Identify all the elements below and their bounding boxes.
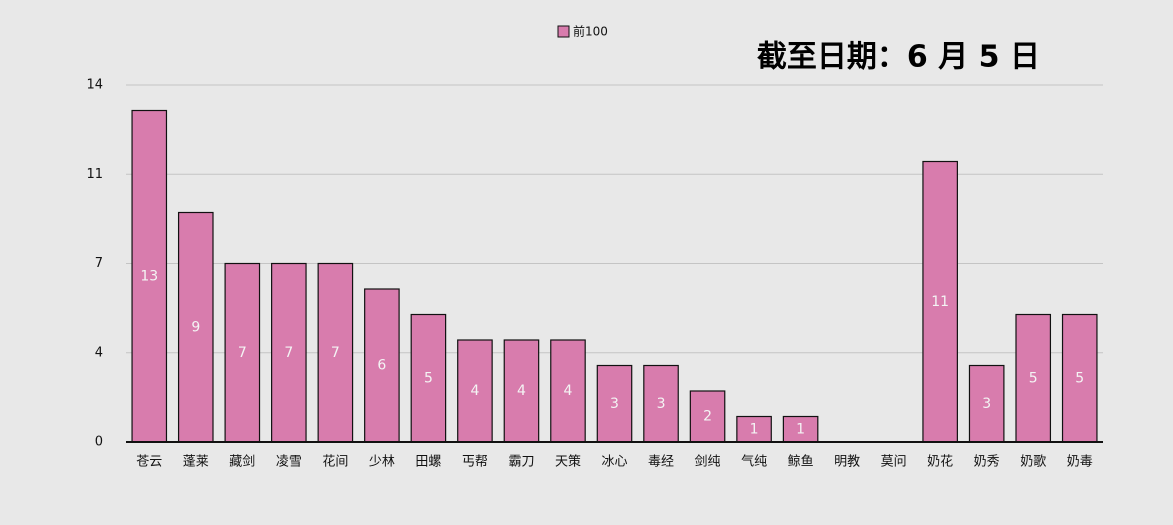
- x-tick-label: 田螺: [415, 455, 441, 470]
- value-label: 5: [1029, 370, 1038, 386]
- x-tick-label: 鲸鱼: [788, 454, 814, 470]
- value-label: 3: [610, 396, 619, 412]
- y-tick-label: 4: [95, 345, 103, 360]
- x-tick-label: 莫问: [881, 455, 907, 470]
- y-tick-label: 7: [95, 256, 103, 271]
- x-tick-label: 毒经: [648, 455, 674, 470]
- value-label: 7: [238, 345, 247, 361]
- x-tick-label: 天策: [555, 454, 581, 470]
- bar: [457, 339, 493, 443]
- value-label: 5: [1075, 370, 1084, 386]
- value-label: 3: [657, 396, 666, 412]
- x-tick-label: 气纯: [741, 454, 767, 470]
- bar: [1061, 313, 1098, 443]
- bar: [782, 415, 819, 443]
- legend-swatch: [557, 25, 570, 38]
- bar: [550, 339, 586, 443]
- value-label: 6: [377, 358, 386, 374]
- value-label: 7: [331, 345, 340, 361]
- x-tick-label: 蓬莱: [183, 455, 209, 470]
- bar: [503, 339, 540, 443]
- x-tick-label: 奶歌: [1020, 455, 1046, 470]
- value-label: 4: [564, 383, 573, 399]
- bar: [689, 390, 726, 443]
- x-tick-label: 苍云: [136, 455, 162, 470]
- value-label: 13: [140, 268, 158, 284]
- bar: [364, 288, 400, 443]
- y-tick-label: 14: [86, 78, 103, 93]
- x-tick-label: 凌雪: [276, 455, 302, 470]
- x-tick-label: 明教: [834, 454, 860, 470]
- bar: [271, 262, 307, 443]
- x-tick-label: 冰心: [601, 455, 627, 470]
- value-label: 2: [703, 409, 712, 425]
- x-tick-label: 丐帮: [462, 455, 488, 470]
- bar: [596, 364, 633, 443]
- value-label: 3: [982, 396, 991, 412]
- value-label: 1: [796, 421, 805, 437]
- bar: [131, 109, 168, 443]
- x-tick-label: 奶秀: [974, 455, 1000, 470]
- value-label: 9: [191, 319, 200, 335]
- value-label: 4: [517, 383, 526, 399]
- date-annotation: 截至日期：6 月 5 日: [757, 40, 1040, 75]
- bar: [410, 313, 447, 443]
- x-tick-label: 霸刀: [508, 455, 534, 470]
- legend-label: 前100: [573, 24, 608, 39]
- bar: [922, 160, 958, 443]
- x-tick-label: 奶花: [927, 454, 953, 470]
- value-label: 7: [284, 345, 293, 361]
- value-label: 4: [470, 383, 479, 399]
- y-tick-label: 11: [86, 167, 103, 182]
- value-label: 11: [931, 294, 949, 310]
- x-tick-label: 剑纯: [695, 454, 721, 470]
- value-label: 1: [750, 421, 759, 437]
- bar: [1015, 313, 1052, 443]
- x-tick-label: 藏剑: [229, 454, 255, 470]
- x-tick-label: 花间: [322, 454, 348, 470]
- bar: [968, 364, 1005, 443]
- bar: [224, 262, 261, 443]
- y-tick-label: 0: [95, 435, 103, 450]
- x-tick-label: 奶毒: [1067, 455, 1093, 470]
- bar: [317, 262, 354, 443]
- value-label: 5: [424, 370, 433, 386]
- x-tick-label: 少林: [369, 455, 395, 470]
- bar: [643, 364, 679, 443]
